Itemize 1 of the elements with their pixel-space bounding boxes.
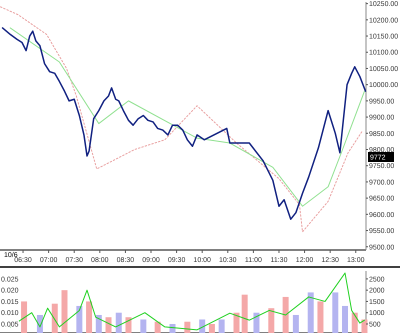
line-series [0, 6, 362, 232]
